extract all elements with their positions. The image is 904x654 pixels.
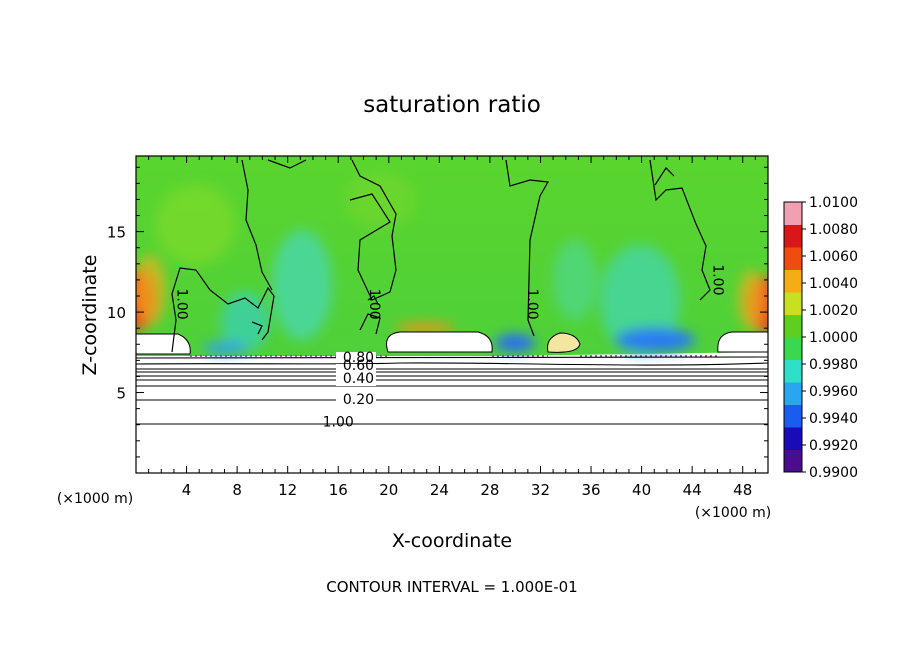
colorbar-label: 1.0060 <box>809 249 858 265</box>
colorbar-segment <box>784 224 802 248</box>
x-tick-label: 28 <box>480 481 499 499</box>
contour-label: 1.00 <box>366 288 382 319</box>
blue-pocket-1 <box>615 328 695 352</box>
x-unit-label: (×1000 m) <box>695 505 771 521</box>
blue-pocket-2 <box>495 334 535 352</box>
colorbar-segment <box>784 449 802 473</box>
contour-label: 1.00 <box>323 415 354 431</box>
colorbar-segment <box>784 337 802 360</box>
x-tick-label: 20 <box>379 481 398 499</box>
contour-0.10 <box>136 423 768 425</box>
x-tick-label: 36 <box>581 481 600 499</box>
contour-0.20 <box>136 399 768 401</box>
colorbar-label: 1.0040 <box>809 276 858 292</box>
cyan-plume-3 <box>600 245 680 355</box>
lime-patch-1 <box>155 185 235 265</box>
cloud-blob-small <box>547 332 581 353</box>
contour-label: 1.00 <box>524 288 540 319</box>
x-tick-label: 8 <box>232 481 242 499</box>
x-tick-label: 48 <box>733 481 752 499</box>
contour-0.90 <box>136 356 768 359</box>
x-tick-label: 40 <box>632 481 651 499</box>
x-tick-label: 12 <box>278 481 297 499</box>
x-tick-label: 24 <box>430 481 449 499</box>
contour-1.00 <box>171 159 711 353</box>
y-unit-label: (×1000 m) <box>57 491 133 507</box>
colorbar-segment <box>784 292 802 315</box>
y-tick-label: 5 <box>116 385 126 403</box>
contour-label: 1.00 <box>710 264 726 295</box>
y-tick-label: 15 <box>107 224 126 242</box>
blue-pocket-3 <box>203 342 247 354</box>
y-tick-label: 10 <box>107 304 126 322</box>
colorbar-label: 0.9940 <box>809 411 858 427</box>
cloud-block-right <box>717 331 768 353</box>
colorbar-segment <box>784 427 802 450</box>
colorbar-segment <box>784 247 802 270</box>
cyan-plume-1 <box>272 230 332 340</box>
colorbar-label: 1.0020 <box>809 303 858 319</box>
contour-lines-lower <box>136 356 768 425</box>
x-axis: 4 8 12 16 20 24 28 32 36 40 44 48 <box>148 156 756 499</box>
lime-patch-2 <box>345 172 415 228</box>
contour-label: 1.00 <box>174 288 190 319</box>
x-tick-label: 44 <box>683 481 702 499</box>
contour-label: 0.80 <box>343 350 374 366</box>
y-axis-label: Z-coordinate <box>79 255 101 376</box>
cyan-plume-4 <box>553 240 597 320</box>
contour-0.70 <box>136 368 768 370</box>
orange-edge-right <box>738 270 766 330</box>
colorbar-label: 0.9920 <box>809 438 858 454</box>
x-axis-label: X-coordinate <box>392 530 512 552</box>
contour-label: 0.60 <box>343 358 374 374</box>
colorbar-label: 0.9960 <box>809 384 858 400</box>
x-tick-label: 4 <box>182 481 192 499</box>
orange-edge-left <box>136 255 166 325</box>
chart-title: saturation ratio <box>363 92 541 118</box>
colorbar-label: 0.9980 <box>809 357 858 373</box>
colorbar-segment <box>784 202 802 225</box>
heatmap-field <box>136 156 768 473</box>
contour-0.80 <box>136 362 768 366</box>
y-axis: 5 10 15 <box>107 166 768 458</box>
colorbar-segment <box>784 314 802 338</box>
colorbar-label: 0.9900 <box>809 465 858 481</box>
colorbar-segment <box>784 269 802 293</box>
contour-interval-label: CONTOUR INTERVAL = 1.000E-01 <box>326 578 577 596</box>
colorbar-label: 1.0100 <box>809 195 858 211</box>
colorbar-label: 1.0080 <box>809 222 858 238</box>
orange-cap-center <box>395 323 455 333</box>
contour-label-layer: 0.800.600.40 0.20 1.00 1.00 1.00 1.00 1.00 <box>174 264 726 430</box>
x-tick-label: 32 <box>531 481 550 499</box>
contour-label: 0.40 <box>343 371 374 387</box>
colorbar-label: 1.0000 <box>809 330 858 346</box>
colorbar: 1.0100 1.0080 1.0060 1.0040 1.0020 1.0000 0.99… <box>783 195 858 481</box>
colorbar-segment <box>784 359 802 383</box>
colorbar-segment <box>784 404 802 428</box>
colorbar-segment <box>784 382 802 405</box>
cloud-block-left <box>136 333 191 355</box>
cloud-block-center <box>386 331 493 353</box>
x-tick-label: 16 <box>329 481 348 499</box>
contour-label: 0.20 <box>343 392 374 408</box>
